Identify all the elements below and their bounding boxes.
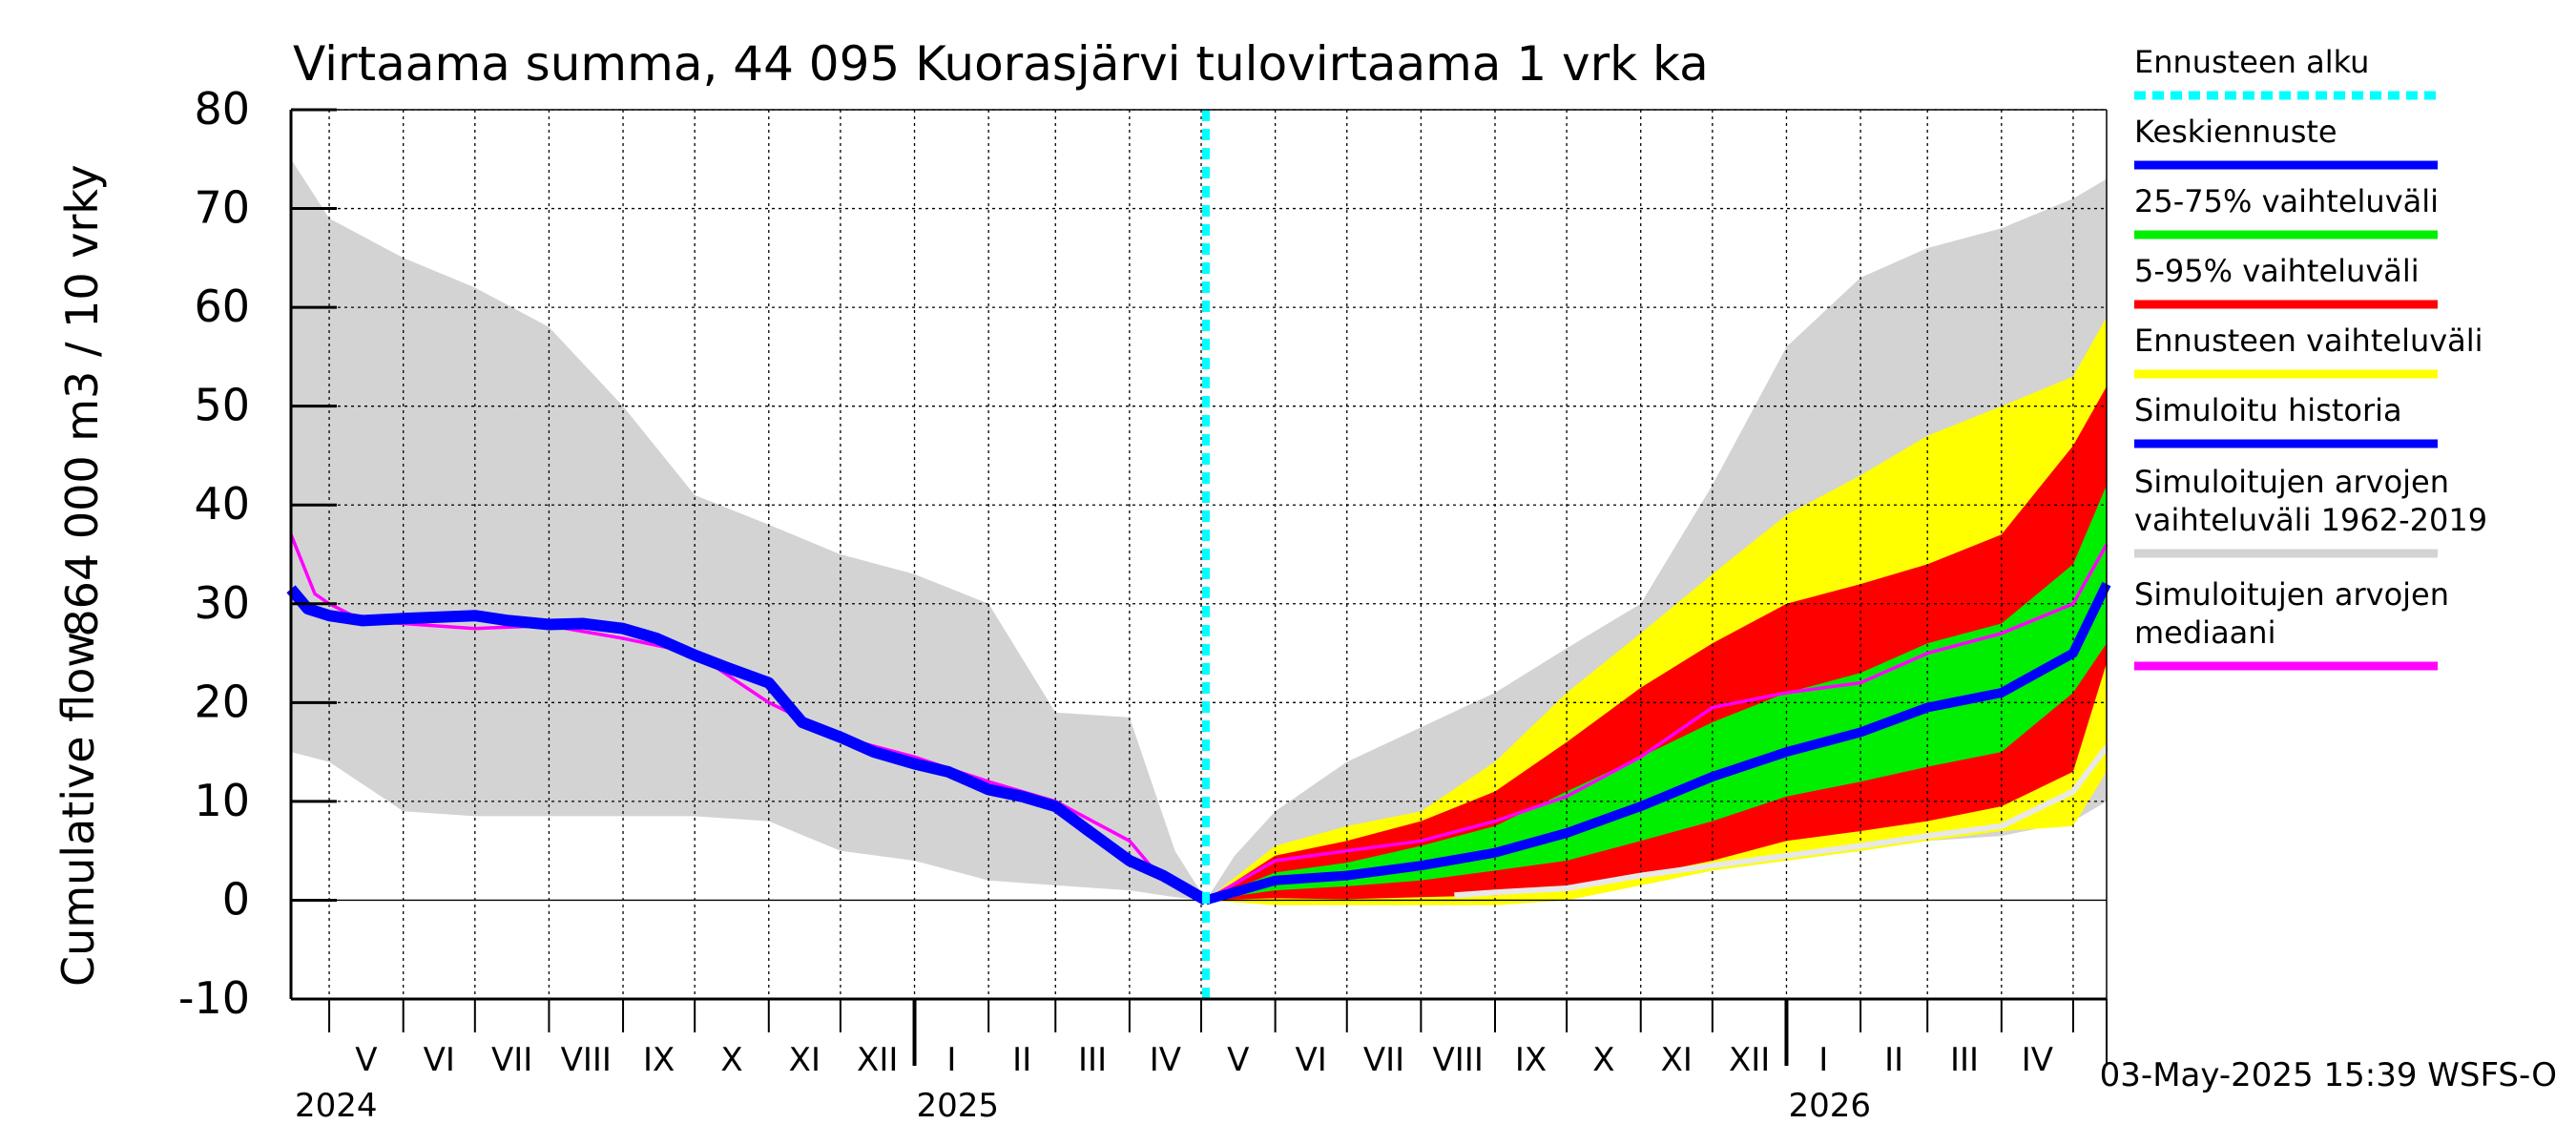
x-year-label: 2026: [1788, 1087, 1871, 1125]
x-month-label: V: [355, 1041, 377, 1079]
x-month-label: IV: [1150, 1041, 1181, 1079]
y-tick-label: 80: [194, 83, 250, 135]
x-year-label: 2024: [295, 1087, 378, 1125]
x-month-label: VII: [1363, 1041, 1404, 1079]
band-25-75: [1206, 485, 2107, 901]
footer-timestamp: 03-May-2025 15:39 WSFS-O: [2100, 1056, 2557, 1094]
x-year-label: 2025: [917, 1087, 1000, 1125]
y-axis-label-top: 864 000 m3 / 10 vrky: [56, 164, 108, 636]
simulated-history-line: [286, 585, 1209, 906]
x-month-label: VIII: [561, 1041, 612, 1079]
x-month-label: VII: [491, 1041, 532, 1079]
x-month-label: XI: [1661, 1041, 1693, 1079]
legend-label: Simuloitu historia: [2134, 392, 2402, 428]
x-month-label: X: [720, 1041, 742, 1079]
x-month-label: XII: [1729, 1041, 1770, 1079]
legend-label: 5-95% vaihteluväli: [2134, 253, 2420, 289]
legend-label: mediaani: [2134, 614, 2275, 651]
x-month-label: I: [1818, 1041, 1828, 1079]
legend-label: vaihteluväli 1962-2019: [2134, 502, 2487, 538]
legend-label: Ennusteen vaihteluväli: [2134, 323, 2483, 359]
legend-label: Keskiennuste: [2134, 114, 2337, 150]
x-month-label: VIII: [1433, 1041, 1484, 1079]
y-tick-label: 20: [194, 676, 250, 727]
x-month-label: IV: [2022, 1041, 2053, 1079]
x-month-label: IX: [643, 1041, 675, 1079]
historical-range-band: [291, 158, 1206, 901]
y-tick-label: 0: [222, 873, 250, 925]
y-tick-label: 50: [194, 380, 250, 431]
legend-label: Simuloitujen arvojen: [2134, 576, 2449, 613]
bands-layer: [291, 158, 2107, 906]
x-month-label: XII: [857, 1041, 898, 1079]
x-month-label: X: [1592, 1041, 1614, 1079]
x-month-label: III: [1078, 1041, 1107, 1079]
legend-label: Simuloitujen arvojen: [2134, 464, 2449, 500]
legend-label: 25-75% vaihteluväli: [2134, 183, 2439, 219]
chart-title: Virtaama summa, 44 095 Kuorasjärvi tulov…: [293, 36, 1709, 92]
x-axis-labels: V VI VII VIII IX X XI XII I II III IV V VI VII VIII IX X X…: [295, 1041, 2053, 1125]
lines-layer: [286, 110, 2111, 999]
x-month-label: I: [946, 1041, 956, 1079]
grid-layer: [291, 109, 2107, 1000]
y-tick-label: 10: [194, 775, 250, 826]
y-axis-label-bottom: Cumulative flow: [52, 632, 104, 987]
x-month-label: XI: [789, 1041, 821, 1079]
y-tick-label: -10: [178, 972, 250, 1024]
x-month-label: V: [1227, 1041, 1249, 1079]
legend: Ennusteen alku Keskiennuste 25-75% vaihtel…: [2134, 44, 2487, 671]
x-month-label: II: [1012, 1041, 1031, 1079]
forecast-mean-line: [1204, 581, 2111, 906]
min-line: [1454, 745, 2109, 899]
x-month-label: III: [1950, 1041, 1979, 1079]
y-tick-label: 60: [194, 281, 250, 332]
x-month-label: VI: [424, 1041, 455, 1079]
legend-label: Ennusteen alku: [2134, 44, 2369, 80]
y-tick-label: 70: [194, 182, 250, 234]
median-line: [289, 533, 2109, 903]
axes-layer: [289, 108, 2108, 1066]
x-month-label: II: [1884, 1041, 1903, 1079]
x-month-label: IX: [1515, 1041, 1547, 1079]
y-axis-labels: -10 0 10 20 30 40 50 60 70 80: [178, 83, 250, 1024]
y-tick-label: 30: [194, 577, 250, 629]
x-month-label: VI: [1296, 1041, 1327, 1079]
y-tick-label: 40: [194, 478, 250, 530]
